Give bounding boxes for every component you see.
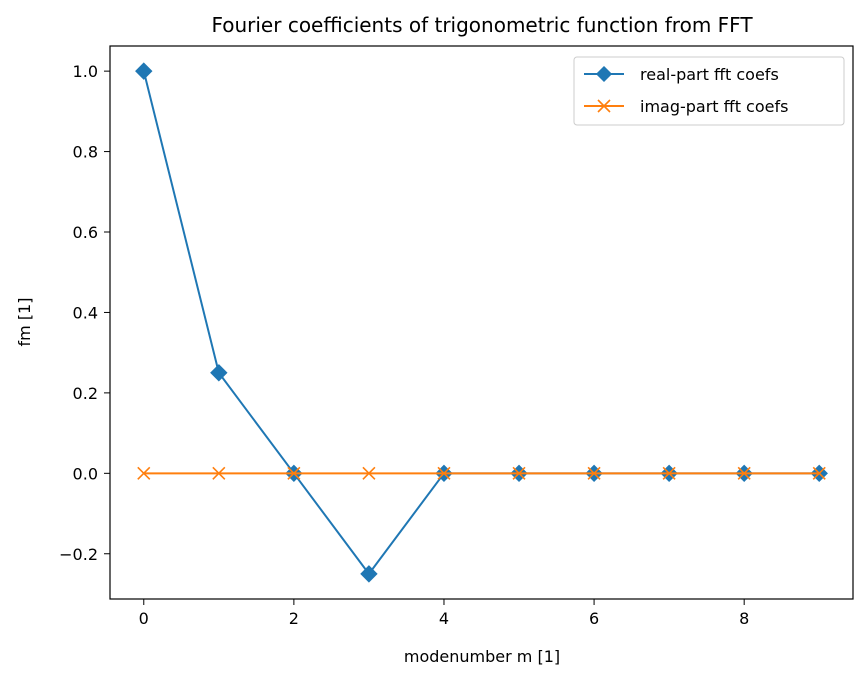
x-tick-label: 0: [139, 609, 149, 628]
y-tick-label: 0.2: [73, 384, 98, 403]
legend-label-series-1: imag-part fft coefs: [640, 97, 788, 116]
data-point: [210, 364, 228, 382]
series-line-0: [142, 70, 820, 575]
data-point: [512, 466, 526, 480]
x-tick-label: 4: [439, 609, 449, 628]
y-tick-label: 1.0: [73, 62, 98, 81]
legend-label-series-0: real-part fft coefs: [640, 65, 779, 84]
y-tick-label: 0.6: [73, 223, 98, 242]
data-point: [737, 466, 751, 480]
series-1: [137, 466, 826, 480]
x-axis: 0 2 4 6 8: [139, 599, 749, 628]
data-point: [437, 466, 451, 480]
plot-frame: [109, 45, 854, 600]
x-tick-label: 8: [739, 609, 749, 628]
legend-box: [573, 56, 845, 126]
legend-marker-series-0: [595, 65, 613, 83]
x-tick-label: 6: [589, 609, 599, 628]
data-point: [362, 466, 376, 480]
y-tick-label: 0.4: [73, 303, 98, 322]
x-axis-label: modenumber m [1]: [404, 647, 560, 666]
data-point: [287, 466, 301, 480]
legend: real-part fft coefs imag-part fft coefs: [573, 56, 845, 126]
series-0: [135, 62, 828, 583]
x-tick-label: 2: [289, 609, 299, 628]
y-axis: −0.2 0.0 0.2 0.4 0.6 0.8 1.0: [59, 62, 110, 564]
legend-marker-series-1: [597, 99, 611, 113]
data-point: [812, 466, 826, 480]
plot-series: [135, 62, 828, 583]
data-point: [662, 466, 676, 480]
data-point: [137, 466, 151, 480]
chart-title: Fourier coefficients of trigonometric fu…: [211, 13, 753, 37]
y-tick-label: 0.8: [73, 143, 98, 162]
data-point: [360, 565, 378, 583]
data-point: [135, 62, 153, 80]
y-tick-label: 0.0: [73, 464, 98, 483]
y-axis-label: fm [1]: [15, 298, 34, 347]
y-tick-label: −0.2: [59, 545, 98, 564]
data-point: [587, 466, 601, 480]
data-point: [212, 466, 226, 480]
